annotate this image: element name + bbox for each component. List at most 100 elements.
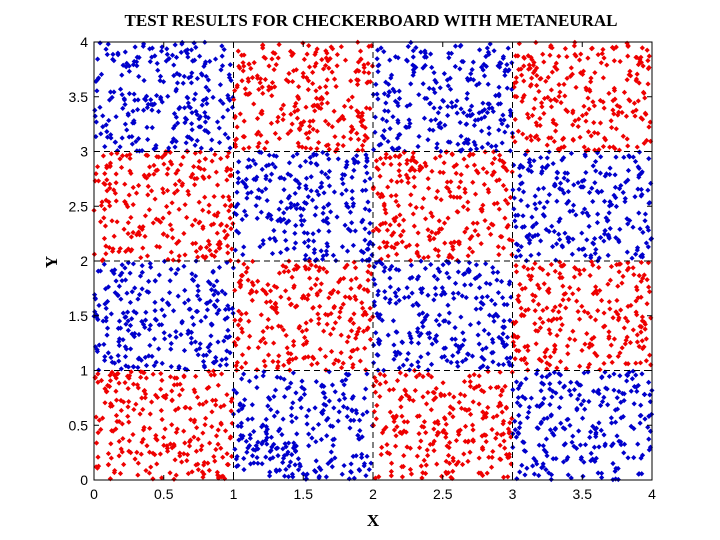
data-point <box>267 298 274 305</box>
data-point <box>637 360 644 366</box>
data-point <box>522 344 528 350</box>
data-point <box>469 233 475 240</box>
data-point <box>366 466 372 473</box>
data-point <box>522 285 528 291</box>
data-point <box>326 168 333 174</box>
data-point <box>115 352 121 359</box>
data-point <box>266 63 272 69</box>
data-point <box>561 81 567 87</box>
data-point <box>126 438 132 444</box>
data-point <box>592 70 598 76</box>
data-point <box>639 318 646 324</box>
data-point <box>636 343 642 350</box>
data-point <box>109 268 115 274</box>
data-point <box>375 47 381 53</box>
data-point <box>425 137 431 143</box>
data-point <box>231 96 237 103</box>
data-point <box>443 458 449 464</box>
data-point <box>147 342 153 349</box>
data-point <box>344 162 350 168</box>
data-point <box>476 401 482 407</box>
data-point <box>311 238 317 244</box>
data-point <box>339 244 346 250</box>
data-point <box>285 474 292 480</box>
data-point <box>456 184 462 190</box>
data-point <box>553 257 559 263</box>
data-point <box>590 291 596 297</box>
data-point <box>255 144 261 150</box>
data-point <box>533 371 540 377</box>
y-tick-label: 4 <box>80 34 88 50</box>
data-point <box>408 471 415 477</box>
data-point <box>286 160 293 166</box>
data-point <box>127 322 134 329</box>
data-point <box>641 319 647 325</box>
data-point <box>447 86 454 92</box>
data-point <box>496 127 502 133</box>
data-point <box>234 336 241 342</box>
data-point <box>244 195 250 201</box>
data-point <box>223 334 229 340</box>
data-point <box>624 372 631 379</box>
data-point <box>617 373 623 379</box>
data-point <box>189 70 195 76</box>
data-point <box>225 327 231 334</box>
data-point <box>544 155 550 161</box>
x-tick-label: 3.5 <box>573 486 593 502</box>
data-point <box>256 86 262 93</box>
data-point <box>479 144 485 150</box>
data-point <box>126 399 132 405</box>
data-point <box>138 357 144 363</box>
data-point <box>339 191 345 197</box>
data-point <box>246 378 253 384</box>
data-point <box>318 248 324 254</box>
data-point <box>576 382 582 388</box>
data-point <box>121 461 127 468</box>
data-point <box>376 341 382 347</box>
data-point <box>377 155 384 162</box>
data-point <box>283 264 289 270</box>
data-point <box>518 305 524 311</box>
data-point <box>256 195 262 201</box>
data-point <box>596 391 602 397</box>
data-point <box>246 318 252 324</box>
data-point <box>105 450 112 457</box>
data-point <box>210 268 216 274</box>
data-point <box>401 295 408 301</box>
data-point <box>206 209 212 215</box>
data-point <box>513 79 519 85</box>
data-point <box>334 63 340 69</box>
data-point <box>376 315 382 321</box>
data-point <box>504 123 511 129</box>
data-point <box>646 284 652 290</box>
data-point <box>635 382 641 389</box>
data-point <box>379 317 385 323</box>
data-point <box>459 147 465 153</box>
data-point <box>238 277 244 284</box>
data-point <box>224 243 231 249</box>
data-point <box>304 296 311 302</box>
data-point <box>432 89 438 96</box>
data-point <box>353 275 359 282</box>
data-point <box>421 255 427 261</box>
data-point <box>466 269 472 275</box>
data-point <box>239 364 245 371</box>
data-point <box>244 265 251 271</box>
data-point <box>604 62 610 68</box>
data-point <box>399 413 405 419</box>
data-point <box>516 425 523 431</box>
data-point <box>519 180 525 186</box>
data-point <box>156 272 162 278</box>
data-point <box>192 339 198 345</box>
data-point <box>94 465 101 471</box>
data-point <box>567 208 573 214</box>
data-point <box>562 290 569 297</box>
data-point <box>158 407 164 414</box>
data-point <box>577 442 584 448</box>
data-point <box>253 289 260 295</box>
data-point <box>316 464 322 471</box>
data-point <box>600 46 606 53</box>
data-point <box>203 244 210 251</box>
data-point <box>502 72 508 79</box>
data-point <box>334 146 340 152</box>
